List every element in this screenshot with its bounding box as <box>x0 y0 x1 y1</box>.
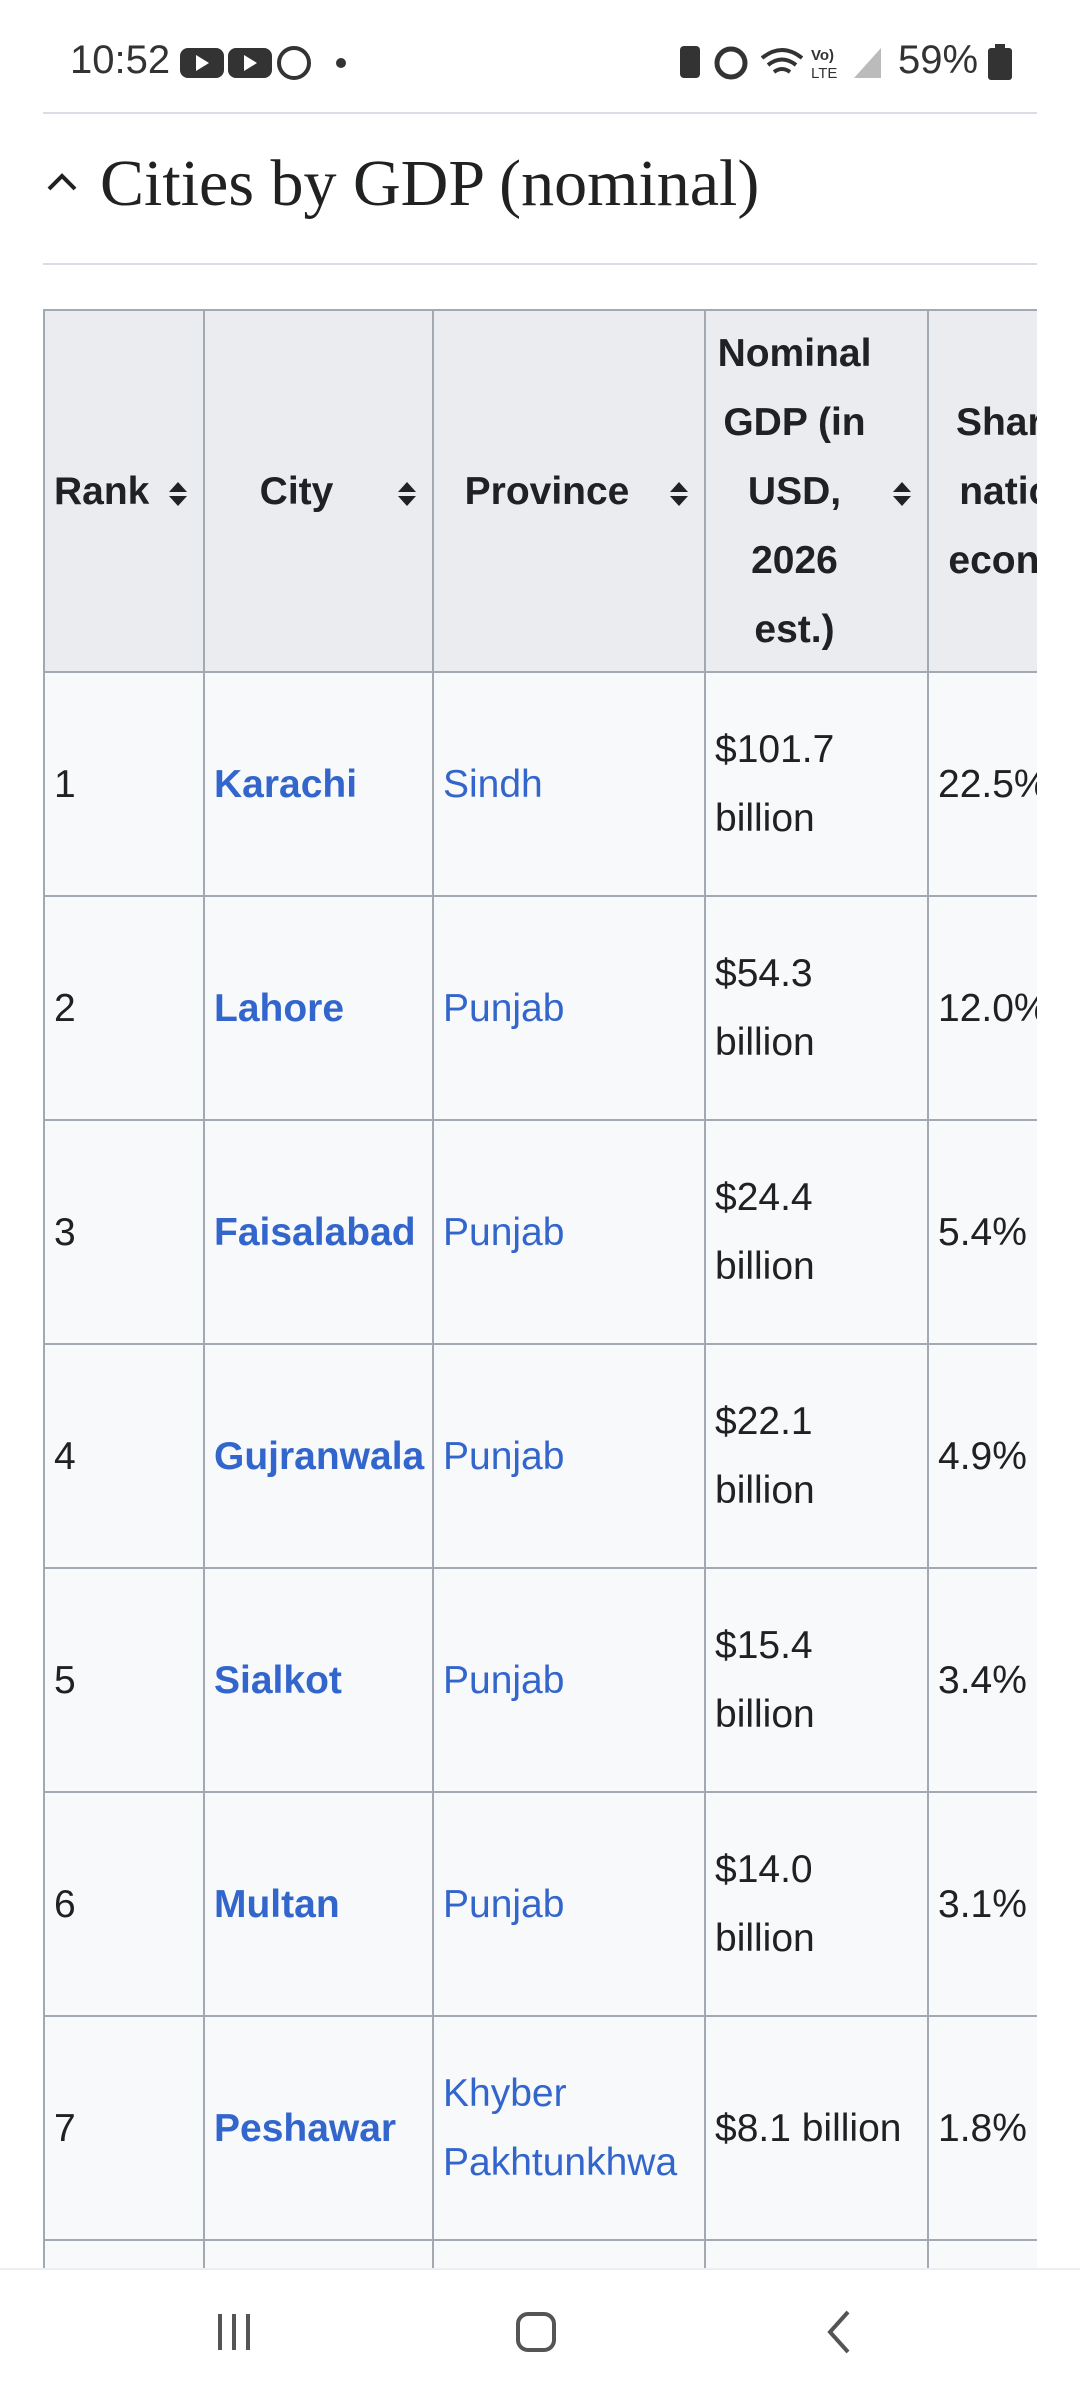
city-cell[interactable]: Lahore <box>203 895 434 1121</box>
table-row: 5 Sialkot Punjab $15.4 billion 3.4% <box>43 1567 1037 1793</box>
table-row: 4 Gujranwala Punjab $22.1 billion 4.9% <box>43 1343 1037 1569</box>
sort-icon <box>398 482 416 506</box>
navigation-bar <box>0 2268 1080 2402</box>
header-row: Rank City Province Nominal GDP (in USD, 202… <box>43 309 1037 673</box>
rank-cell: 4 <box>43 1343 205 1569</box>
divider <box>43 112 1037 114</box>
share-cell: 12.0% <box>927 895 1037 1121</box>
header-label: Nominal GDP (in USD, 2026 est.) <box>717 331 872 651</box>
status-bar: 10:52 Vo) LTE 59% <box>0 0 1080 113</box>
gdp-cell: $8.1 billion <box>704 2015 929 2241</box>
battery-level: 59% <box>898 38 979 82</box>
system-icons: Vo)LTE <box>680 46 881 82</box>
rank-cell: 3 <box>43 1119 205 1345</box>
empty-cell <box>927 2239 1037 2268</box>
gdp-cell: $15.4 billion <box>704 1567 929 1793</box>
rank-cell: 5 <box>43 1567 205 1793</box>
header-label: Share of national economy <box>948 400 1037 582</box>
rank-cell: 2 <box>43 895 205 1121</box>
rank-cell: 1 <box>43 671 205 897</box>
table-viewport: Rank City Province Nominal GDP (in USD, 202… <box>43 309 1037 2268</box>
share-cell: 5.4% <box>927 1119 1037 1345</box>
column-header[interactable]: City <box>203 309 434 673</box>
gdp-table: Rank City Province Nominal GDP (in USD, 202… <box>43 309 1037 2268</box>
divider <box>43 263 1037 265</box>
sort-icon <box>670 482 688 506</box>
share-cell: 22.5% <box>927 671 1037 897</box>
column-header[interactable]: Rank <box>43 309 205 673</box>
share-cell: 3.1% <box>927 1791 1037 2017</box>
back-button[interactable] <box>827 2310 850 2354</box>
rank-cell: 7 <box>43 2015 205 2241</box>
collapse-toggle[interactable] <box>46 172 78 192</box>
city-cell[interactable]: Gujranwala <box>203 1343 434 1569</box>
column-header[interactable]: Share of national economy <box>927 309 1037 673</box>
sort-icon <box>893 482 911 506</box>
share-cell: 3.4% <box>927 1567 1037 1793</box>
city-cell[interactable]: Multan <box>203 1791 434 2017</box>
battery-icon <box>988 44 1012 80</box>
home-button[interactable] <box>516 2312 556 2352</box>
recent-apps-button[interactable] <box>218 2314 250 2350</box>
table-row <box>43 2239 1037 2268</box>
province-cell[interactable]: Punjab <box>432 1567 706 1793</box>
province-cell[interactable]: Punjab <box>432 1343 706 1569</box>
rank-cell: 6 <box>43 1791 205 2017</box>
nav-buttons <box>218 2310 850 2354</box>
share-cell: 1.8% <box>927 2015 1037 2241</box>
header-label: Rank <box>54 469 150 513</box>
province-cell[interactable]: Khyber Pakhtunkhwa <box>432 2015 706 2241</box>
city-cell[interactable]: Sialkot <box>203 1567 434 1793</box>
gdp-cell: $101.7 billion <box>704 671 929 897</box>
share-cell: 4.9% <box>927 1343 1037 1569</box>
empty-cell <box>43 2239 205 2268</box>
empty-cell <box>203 2239 434 2268</box>
table-row: 7 Peshawar Khyber Pakhtunkhwa $8.1 billion 1… <box>43 2015 1037 2241</box>
province-cell[interactable]: Sindh <box>432 671 706 897</box>
empty-cell <box>432 2239 706 2268</box>
column-header[interactable]: Province <box>432 309 706 673</box>
province-cell[interactable]: Punjab <box>432 1791 706 2017</box>
section-title[interactable]: Cities by GDP (nominal) <box>100 147 760 220</box>
gdp-cell: $22.1 billion <box>704 1343 929 1569</box>
city-cell[interactable]: Peshawar <box>203 2015 434 2241</box>
province-cell[interactable]: Punjab <box>432 1119 706 1345</box>
city-cell[interactable]: Faisalabad <box>203 1119 434 1345</box>
svg-text:LTE: LTE <box>811 65 837 82</box>
notification-icons <box>180 46 346 80</box>
column-header[interactable]: Nominal GDP (in USD, 2026 est.) <box>704 309 929 673</box>
table-row: 6 Multan Punjab $14.0 billion 3.1% <box>43 1791 1037 2017</box>
empty-cell <box>704 2239 929 2268</box>
table-row: 3 Faisalabad Punjab $24.4 billion 5.4% <box>43 1119 1037 1345</box>
city-cell[interactable]: Karachi <box>203 671 434 897</box>
svg-text:Vo): Vo) <box>811 47 834 64</box>
sort-icon <box>169 482 187 506</box>
header-label: Province <box>464 469 630 513</box>
gdp-cell: $14.0 billion <box>704 1791 929 2017</box>
gdp-cell: $54.3 billion <box>704 895 929 1121</box>
gdp-cell: $24.4 billion <box>704 1119 929 1345</box>
header-label: City <box>259 469 334 513</box>
province-cell[interactable]: Punjab <box>432 895 706 1121</box>
clock: 10:52 <box>70 38 171 82</box>
